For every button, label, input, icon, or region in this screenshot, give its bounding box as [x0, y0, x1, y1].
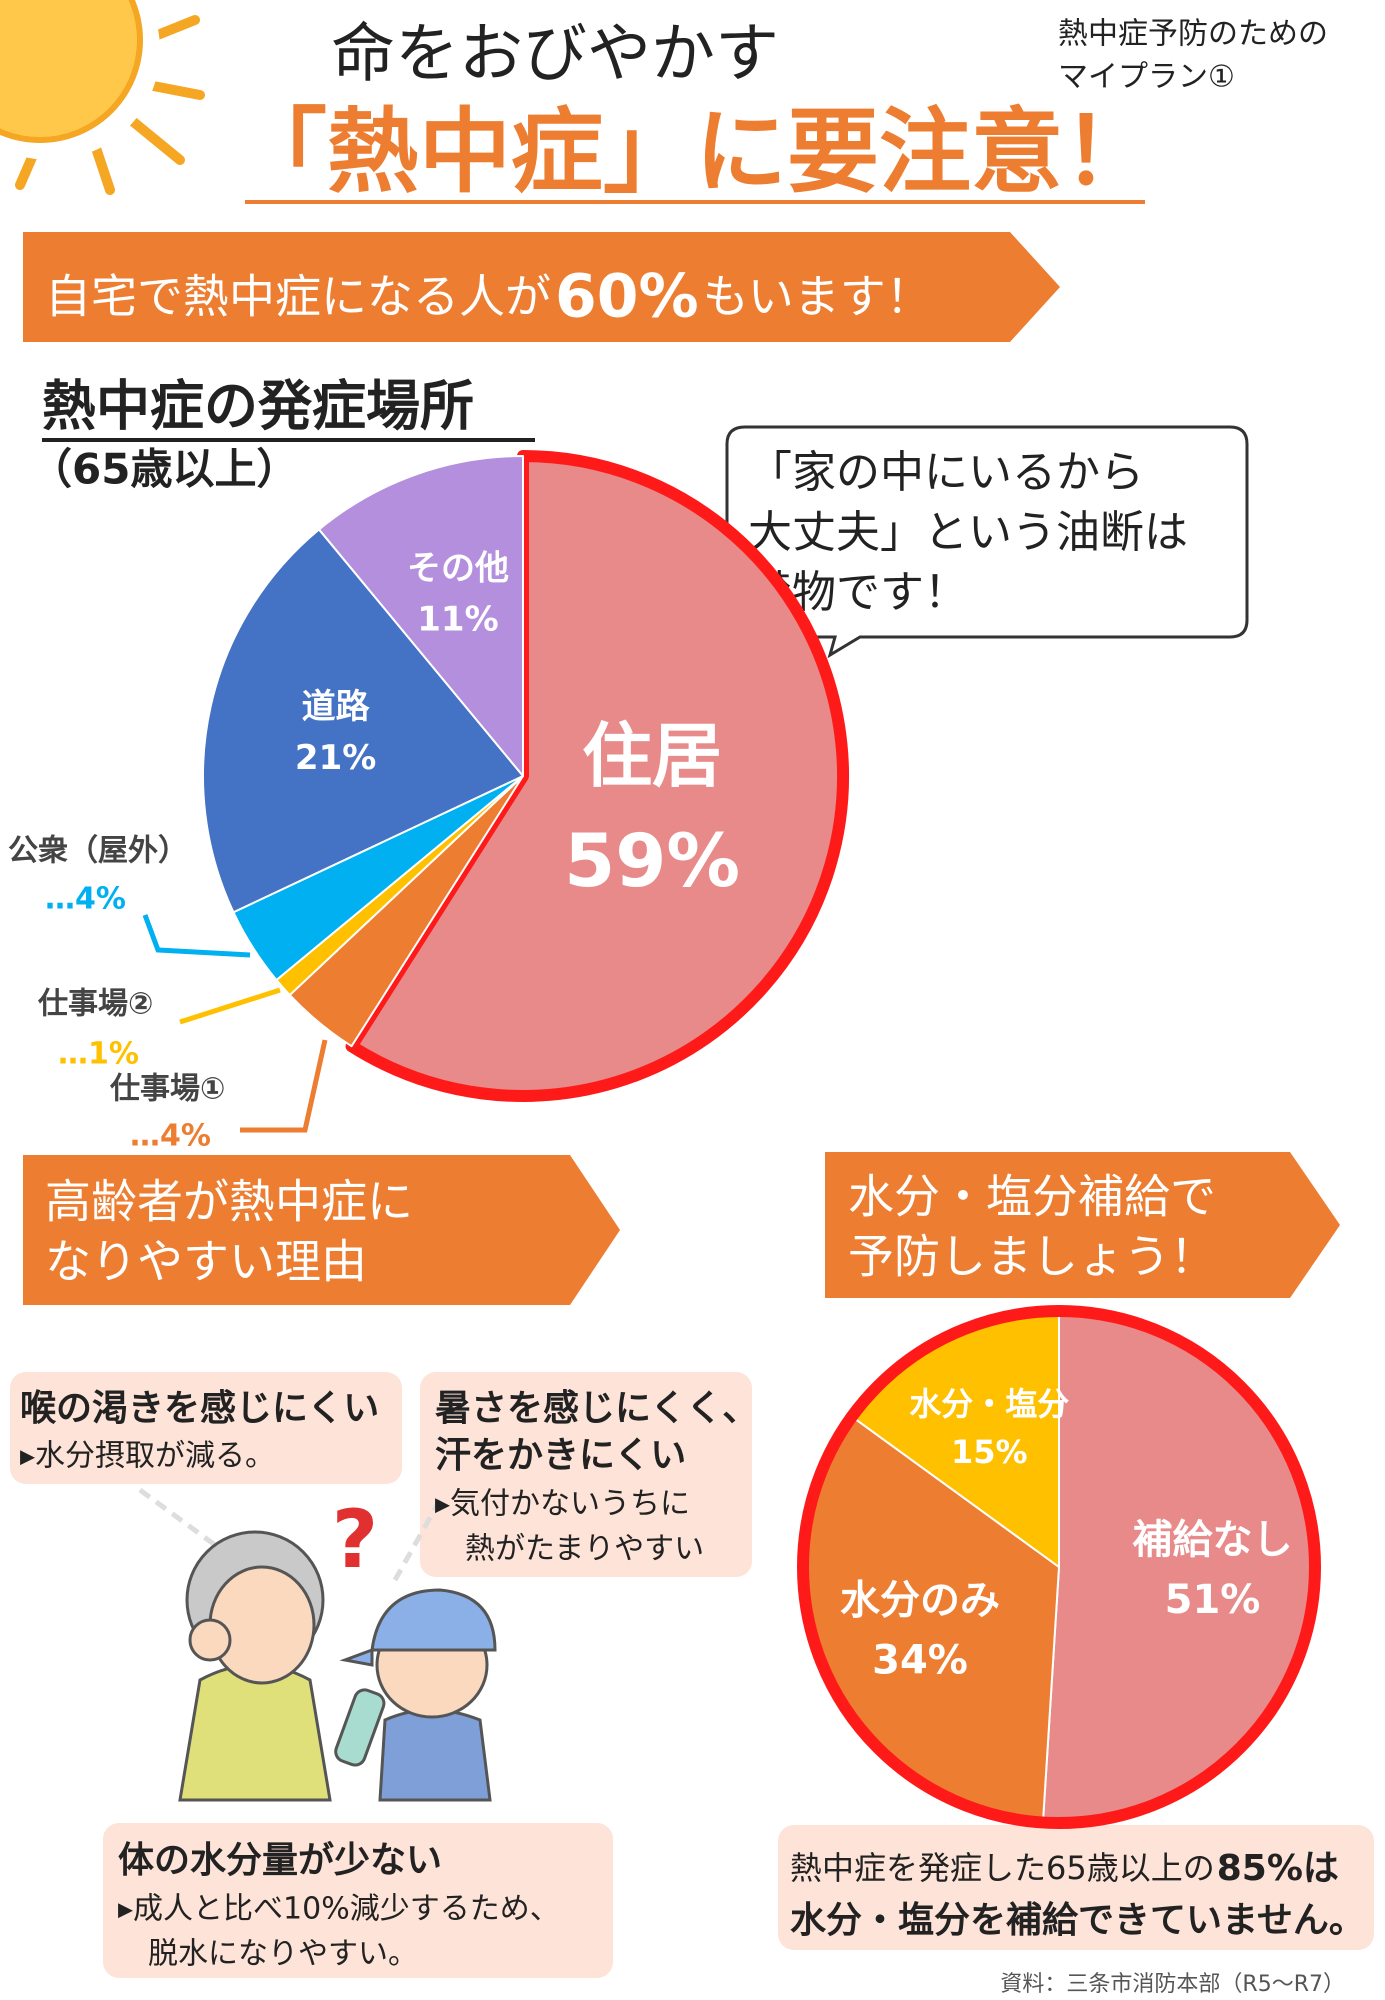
- slice-label: 水分・塩分: [909, 1385, 1069, 1423]
- note-box: [778, 1825, 1374, 1950]
- pie-slice: [1041, 1310, 1317, 1824]
- reason-note: 脱水になりやすい。: [118, 1937, 418, 1972]
- banner-text: なりやすい理由: [45, 1235, 367, 1289]
- illustration: ?: [138, 1487, 497, 1802]
- reason-title: 喉の渇きを感じにくい: [20, 1388, 379, 1429]
- reason-box: [10, 1372, 402, 1484]
- banner-text: 水分・塩分補給で: [848, 1170, 1216, 1224]
- source: 資料：三条市消防本部（R5～R7）: [1000, 1972, 1345, 1997]
- slice-label: 仕事場②: [37, 987, 153, 1022]
- slice-label: 道路: [302, 687, 371, 727]
- banner-text: 自宅で熱中症になる人が: [45, 270, 551, 324]
- banner-text: 60%: [555, 262, 699, 332]
- reason-note: 熱がたまりやすい: [435, 1532, 704, 1567]
- slice-value: …4%: [45, 882, 126, 917]
- slice-value: 11%: [417, 599, 498, 639]
- reason-title: 汗をかきにくい: [435, 1435, 686, 1476]
- callout-text: 「家の中にいるから: [748, 447, 1144, 498]
- banner: [23, 1155, 620, 1305]
- note-text: 水分・塩分を補給できていません。: [790, 1900, 1365, 1941]
- slice-label: 仕事場①: [109, 1072, 225, 1107]
- pie-slice: [318, 455, 524, 777]
- leader-line: [142, 914, 251, 958]
- callout-text: 大丈夫」という油断は: [748, 507, 1188, 558]
- slice-value: 34%: [872, 1637, 968, 1683]
- note-text: 熱中症を発症した65歳以上の: [790, 1849, 1215, 1887]
- chart-title: 熱中症の発症場所: [42, 375, 474, 438]
- slice-label: 住居: [582, 715, 722, 797]
- reason-title: 体の水分量が少ない: [118, 1840, 442, 1881]
- slice-label: 公衆（屋外）: [8, 834, 188, 869]
- slice-value: 51%: [1165, 1577, 1261, 1623]
- sun: [0, 0, 205, 195]
- leader-line: [240, 1039, 328, 1133]
- chart-subtitle: （65歳以上）: [30, 445, 298, 494]
- title-top: 命をおびやかす: [331, 18, 779, 92]
- callout: [725, 425, 1249, 659]
- slice-label: 補給なし: [1133, 1517, 1293, 1563]
- reason-box: [420, 1372, 752, 1577]
- slice-label: その他: [407, 548, 509, 588]
- reason-title: 暑さを感じにくく、: [435, 1388, 758, 1429]
- reason-note: ▸水分摂取が減る。: [20, 1439, 275, 1474]
- slice-value: 21%: [295, 738, 376, 778]
- plan-label: マイプラン①: [1058, 60, 1235, 95]
- slice-value: …1%: [58, 1037, 139, 1072]
- pie: [202, 450, 850, 1102]
- title-main: 「熱中症」に要注意！: [235, 98, 1155, 205]
- plan-label: 熱中症予防のための: [1058, 17, 1328, 52]
- slice-value: 59%: [564, 819, 740, 904]
- slice-value: …4%: [130, 1119, 211, 1154]
- reason-box: [103, 1823, 613, 1978]
- slice-label: 水分のみ: [840, 1577, 1000, 1623]
- banner: [825, 1152, 1340, 1298]
- pie-slice: [345, 450, 850, 1102]
- reason-note: ▸成人と比べ10%減少するため、: [118, 1892, 560, 1927]
- note-text: 85%は: [1217, 1848, 1339, 1889]
- svg-text:?: ?: [332, 1493, 378, 1586]
- slice-value: 15%: [951, 1433, 1028, 1471]
- reason-note: ▸気付かないうちに: [435, 1487, 690, 1522]
- banner-text: もいます！: [703, 270, 932, 324]
- banner-text: 高齢者が熱中症に: [45, 1175, 413, 1229]
- leader-line: [179, 987, 281, 1025]
- pie-outline: [797, 1305, 1321, 1829]
- pie-slice: [202, 528, 524, 914]
- banner: [23, 232, 1060, 342]
- banner-text: 予防しましょう！: [848, 1230, 1216, 1284]
